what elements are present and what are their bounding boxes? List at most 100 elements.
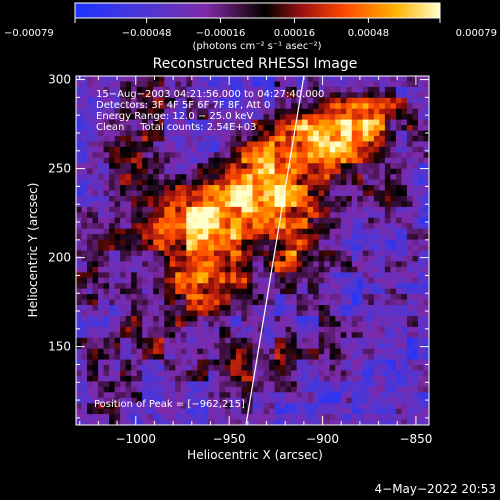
heatmap-cell xyxy=(164,365,171,372)
heatmap-cell xyxy=(235,114,243,121)
heatmap-cell xyxy=(136,125,143,132)
heatmap-cell xyxy=(142,234,149,241)
heatmap-cell xyxy=(307,277,314,284)
heatmap-cell xyxy=(164,408,171,415)
heatmap-cell xyxy=(147,255,154,262)
heatmap-cell xyxy=(269,97,276,104)
heatmap-cell xyxy=(241,163,248,170)
heatmap-cell xyxy=(175,326,182,333)
heatmap-cell xyxy=(230,386,237,393)
heatmap-cell xyxy=(373,294,380,301)
heatmap-cell xyxy=(401,294,408,301)
heatmap-cell xyxy=(103,359,110,366)
heatmap-cell xyxy=(147,195,154,203)
heatmap-cell xyxy=(208,397,215,404)
heatmap-cell xyxy=(120,201,127,208)
heatmap-cell xyxy=(373,343,380,350)
heatmap-cell xyxy=(147,185,154,192)
heatmap-cell xyxy=(390,266,397,273)
heatmap-cell xyxy=(164,348,171,355)
heatmap-cell xyxy=(230,223,237,230)
heatmap-cell xyxy=(384,168,391,175)
heatmap-cell xyxy=(81,146,88,153)
heatmap-cell xyxy=(274,163,281,170)
heatmap-cell xyxy=(412,141,419,148)
heatmap-cell xyxy=(120,375,127,382)
heatmap-cell xyxy=(208,272,215,279)
heatmap-cell xyxy=(269,392,276,399)
heatmap-cell xyxy=(335,92,342,99)
heatmap-cell xyxy=(274,332,281,339)
heatmap-cell xyxy=(87,354,94,361)
heatmap-cell xyxy=(142,223,149,230)
heatmap-cell xyxy=(92,294,99,301)
heatmap-cell xyxy=(390,381,397,388)
heatmap-cell xyxy=(164,283,171,290)
heatmap-cell xyxy=(219,375,226,382)
heatmap-cell xyxy=(335,119,342,126)
heatmap-cell xyxy=(285,332,292,339)
heatmap-cell xyxy=(384,195,391,203)
heatmap-cell xyxy=(296,386,303,393)
heatmap-cell xyxy=(368,163,375,170)
heatmap-cell xyxy=(313,348,320,355)
heatmap-cell xyxy=(125,245,132,252)
heatmap-cell xyxy=(384,86,391,93)
heatmap-cell xyxy=(92,146,99,153)
heatmap-cell xyxy=(98,283,105,290)
heatmap-cell xyxy=(417,321,425,328)
heatmap-cell xyxy=(158,359,165,366)
heatmap-cell xyxy=(158,179,165,186)
heatmap-cell xyxy=(175,212,182,219)
heatmap-cell xyxy=(131,179,138,186)
heatmap-cell xyxy=(169,305,176,312)
heatmap-cell xyxy=(329,217,336,224)
heatmap-cell xyxy=(186,332,193,339)
heatmap-cell xyxy=(92,174,99,181)
heatmap-cell xyxy=(269,283,276,290)
heatmap-cell xyxy=(241,239,248,246)
heatmap-cell xyxy=(280,326,287,333)
heatmap-cell xyxy=(230,217,237,224)
heatmap-cell xyxy=(406,250,414,257)
heatmap-cell xyxy=(230,255,237,262)
heatmap-cell xyxy=(258,190,265,197)
heatmap-cell xyxy=(202,403,209,410)
heatmap-cell xyxy=(153,130,160,137)
heatmap-cell xyxy=(180,135,187,143)
heatmap-cell xyxy=(175,392,182,399)
heatmap-cell xyxy=(357,212,364,219)
heatmap-cell xyxy=(197,103,204,110)
heatmap-cell xyxy=(136,179,143,186)
heatmap-cell xyxy=(395,392,403,399)
heatmap-cell xyxy=(202,250,209,257)
heatmap-cell xyxy=(351,283,358,290)
heatmap-cell xyxy=(81,299,88,306)
heatmap-cell xyxy=(125,119,132,126)
heatmap-cell xyxy=(224,168,232,175)
heatmap-cell xyxy=(92,414,99,421)
heatmap-cell xyxy=(197,343,204,350)
heatmap-cell xyxy=(384,272,391,279)
heatmap-cell xyxy=(340,326,347,333)
heatmap-cell xyxy=(351,174,358,181)
heatmap-cell xyxy=(164,179,171,186)
heatmap-cell xyxy=(395,419,403,425)
heatmap-cell xyxy=(147,234,154,241)
heatmap-cell xyxy=(395,86,403,93)
heatmap-cell xyxy=(186,152,193,159)
heatmap-cell xyxy=(241,146,248,153)
heatmap-cell xyxy=(302,277,309,284)
heatmap-cell xyxy=(318,272,325,279)
heatmap-cell xyxy=(175,97,182,104)
heatmap-cell xyxy=(191,185,198,192)
heatmap-cell xyxy=(269,321,276,328)
heatmap-cell xyxy=(136,288,143,295)
heatmap-cell xyxy=(158,283,165,290)
heatmap-cell xyxy=(235,174,243,181)
heatmap-cell xyxy=(235,179,243,186)
heatmap-cell xyxy=(158,321,165,328)
heatmap-cell xyxy=(395,185,403,192)
heatmap-cell xyxy=(252,288,259,295)
heatmap-cell xyxy=(395,266,403,273)
